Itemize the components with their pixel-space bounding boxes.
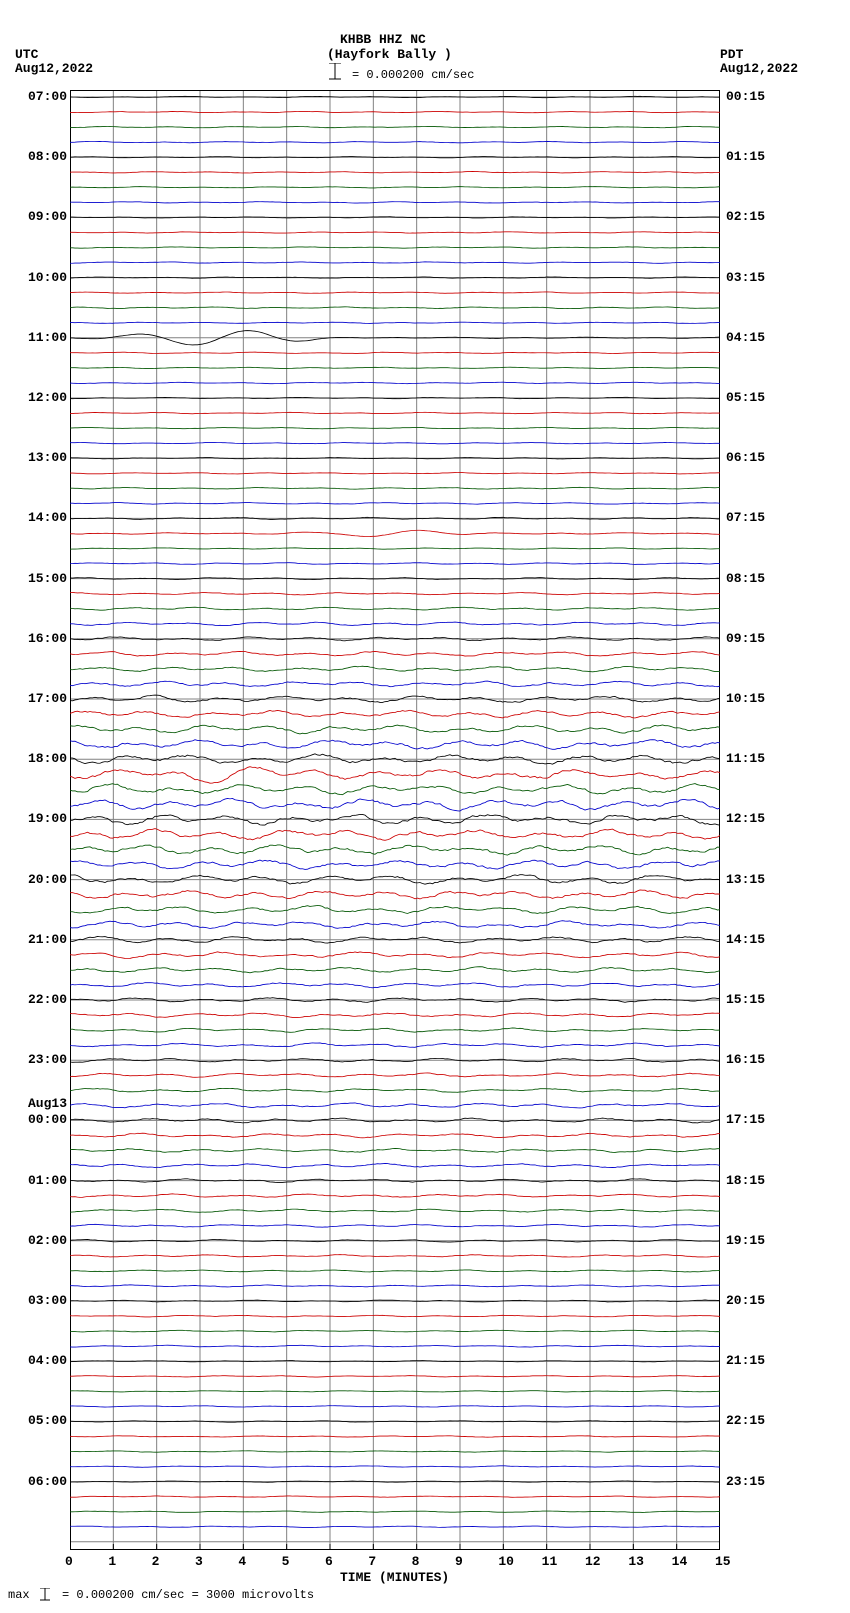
axis-label: 08:00 [12, 149, 67, 164]
axis-label: 19:15 [726, 1233, 765, 1248]
axis-label: 06:00 [12, 1474, 67, 1489]
axis-label: 13:00 [12, 450, 67, 465]
axis-label: 22:15 [726, 1413, 765, 1428]
scale-bar-text: = 0.000200 cm/sec [352, 68, 474, 82]
x-tick-label: 3 [195, 1554, 203, 1569]
x-tick-label: 9 [455, 1554, 463, 1569]
axis-label: 17:00 [12, 691, 67, 706]
axis-label: 20:15 [726, 1293, 765, 1308]
station-location: (Hayfork Bally ) [327, 47, 452, 62]
axis-label: 21:15 [726, 1353, 765, 1368]
axis-label: 05:15 [726, 390, 765, 405]
axis-label: 06:15 [726, 450, 765, 465]
axis-label: 11:00 [12, 330, 67, 345]
pdt-label: PDT [720, 47, 743, 62]
axis-label: 11:15 [726, 751, 765, 766]
axis-label: 03:00 [12, 1293, 67, 1308]
x-tick-label: 11 [542, 1554, 558, 1569]
axis-label: 15:00 [12, 571, 67, 586]
scale-bar-icon [325, 63, 345, 81]
x-axis-title: TIME (MINUTES) [340, 1570, 449, 1585]
x-tick-label: 13 [628, 1554, 644, 1569]
axis-label: 03:15 [726, 270, 765, 285]
x-tick-label: 15 [715, 1554, 731, 1569]
axis-label: 08:15 [726, 571, 765, 586]
x-tick-label: 10 [498, 1554, 514, 1569]
axis-label: 10:15 [726, 691, 765, 706]
utc-date: Aug12,2022 [15, 61, 93, 76]
axis-label: 10:00 [12, 270, 67, 285]
x-tick-label: 4 [238, 1554, 246, 1569]
axis-label: 07:00 [12, 89, 67, 104]
axis-label: 02:00 [12, 1233, 67, 1248]
axis-label: 17:15 [726, 1112, 765, 1127]
x-tick-label: 0 [65, 1554, 73, 1569]
axis-label: 05:00 [12, 1413, 67, 1428]
axis-label: 12:15 [726, 811, 765, 826]
seismogram-container: KHBB HHZ NC (Hayfork Bally ) UTC Aug12,2… [0, 0, 850, 1613]
axis-label: 09:15 [726, 631, 765, 646]
axis-label: 21:00 [12, 932, 67, 947]
x-tick-label: 7 [368, 1554, 376, 1569]
axis-label: 20:00 [12, 872, 67, 887]
axis-label: 01:00 [12, 1173, 67, 1188]
axis-label: 15:15 [726, 992, 765, 1007]
axis-label: 14:00 [12, 510, 67, 525]
x-tick-label: 14 [672, 1554, 688, 1569]
axis-label: 16:00 [12, 631, 67, 646]
axis-label: 23:15 [726, 1474, 765, 1489]
axis-label: 14:15 [726, 932, 765, 947]
x-tick-label: 6 [325, 1554, 333, 1569]
axis-label: 23:00 [12, 1052, 67, 1067]
footer-scale: max = 0.000200 cm/sec = 3000 microvolts [8, 1588, 314, 1602]
axis-label: 02:15 [726, 209, 765, 224]
axis-label: 18:00 [12, 751, 67, 766]
axis-label: 19:00 [12, 811, 67, 826]
axis-label: 13:15 [726, 872, 765, 887]
axis-label: 09:00 [12, 209, 67, 224]
x-tick-label: 12 [585, 1554, 601, 1569]
axis-label: 01:15 [726, 149, 765, 164]
x-tick-label: 2 [152, 1554, 160, 1569]
axis-label: 00:00 [12, 1112, 67, 1127]
axis-label: 04:15 [726, 330, 765, 345]
pdt-date: Aug12,2022 [720, 61, 798, 76]
axis-label: 00:15 [726, 89, 765, 104]
x-tick-label: 8 [412, 1554, 420, 1569]
axis-label: 16:15 [726, 1052, 765, 1067]
axis-label: 12:00 [12, 390, 67, 405]
utc-label: UTC [15, 47, 38, 62]
axis-label: 22:00 [12, 992, 67, 1007]
x-tick-label: 5 [282, 1554, 290, 1569]
seismogram-plot [70, 90, 720, 1550]
axis-label: 04:00 [12, 1353, 67, 1368]
axis-label: Aug13 [12, 1096, 67, 1111]
axis-label: 18:15 [726, 1173, 765, 1188]
station-code: KHBB HHZ NC [340, 32, 426, 47]
x-tick-label: 1 [108, 1554, 116, 1569]
axis-label: 07:15 [726, 510, 765, 525]
